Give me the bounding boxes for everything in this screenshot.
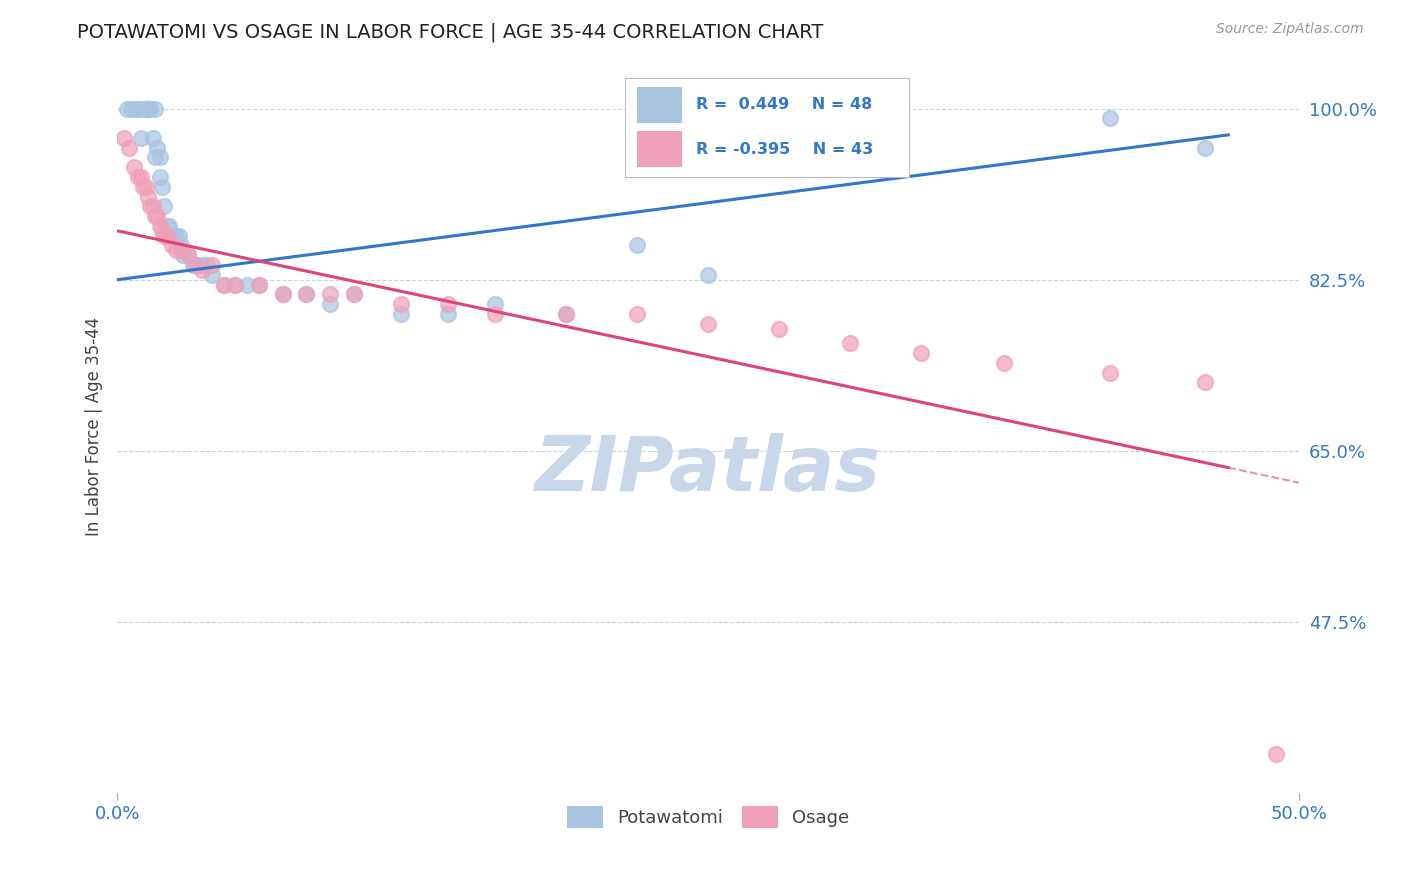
Point [224,277,246,292]
Text: Source: ZipAtlas.com: Source: ZipAtlas.com [1216,22,1364,37]
Point [150,224,173,238]
Point [555,307,578,321]
Point [247,277,270,292]
Point [212,277,235,292]
Point [165,228,187,243]
Point [149,169,172,184]
Point [212,277,235,292]
Point [156,219,179,233]
Point [129,102,152,116]
Point [224,277,246,292]
Point [122,160,145,174]
Point [319,287,342,301]
Legend: Potawatomi, Osage: Potawatomi, Osage [560,799,856,836]
Point [129,169,152,184]
Point [153,228,176,243]
Point [697,268,720,282]
Point [187,258,209,272]
Point [177,248,200,262]
Point [271,287,294,301]
Point [146,209,169,223]
Point [910,346,932,360]
Point [1099,112,1122,126]
Point [697,317,720,331]
Point [149,150,172,164]
Point [167,228,190,243]
Point [839,336,862,351]
Point [142,199,165,213]
Point [115,102,138,116]
Point [136,189,159,203]
Point [143,102,166,116]
Point [342,287,364,301]
Point [389,307,412,321]
Point [132,179,155,194]
Point [201,268,224,282]
Point [136,102,159,116]
Point [1264,747,1286,762]
Point [120,102,142,116]
Point [156,228,179,243]
Point [135,179,157,194]
Point [143,150,166,164]
Point [177,248,200,262]
Point [165,244,187,258]
Point [160,228,183,243]
Point [342,287,364,301]
Point [135,102,157,116]
Text: ZIPatlas: ZIPatlas [536,434,882,508]
Point [626,307,648,321]
Point [170,244,193,258]
Text: POTAWATOMI VS OSAGE IN LABOR FORCE | AGE 35-44 CORRELATION CHART: POTAWATOMI VS OSAGE IN LABOR FORCE | AGE… [77,22,824,42]
Point [136,102,159,116]
Point [195,258,218,272]
Point [1194,141,1216,155]
Point [247,277,270,292]
Point [163,228,186,243]
Point [160,238,183,252]
Point [993,356,1015,370]
Point [142,131,165,145]
Point [271,287,294,301]
Point [1099,366,1122,380]
Point [768,321,790,335]
Point [181,258,204,272]
Point [170,238,193,252]
Point [484,307,506,321]
Point [626,238,648,252]
Point [129,131,152,145]
Point [153,199,176,213]
Point [118,141,141,155]
Point [319,297,342,311]
Point [157,219,180,233]
Point [555,307,578,321]
Point [127,169,149,184]
Point [236,277,259,292]
Point [484,297,506,311]
Point [201,258,224,272]
Point [139,102,162,116]
Point [191,258,214,272]
Point [150,179,173,194]
Point [149,219,172,233]
Point [112,131,135,145]
Point [139,199,162,213]
Point [1194,376,1216,390]
Point [295,287,318,301]
Point [146,141,169,155]
Point [191,263,214,277]
Point [125,102,148,116]
Point [143,209,166,223]
Point [172,248,194,262]
Point [389,297,412,311]
Point [295,287,318,301]
Point [437,307,460,321]
Y-axis label: In Labor Force | Age 35-44: In Labor Force | Age 35-44 [86,317,103,536]
Point [437,297,460,311]
Point [127,102,149,116]
Point [184,258,207,272]
